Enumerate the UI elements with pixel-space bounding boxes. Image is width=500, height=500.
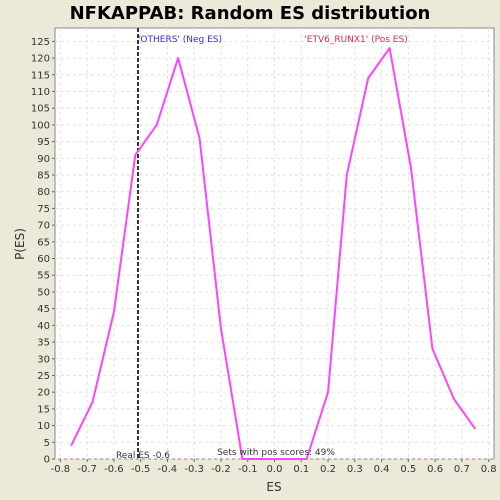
y-tick-label: 105 xyxy=(31,104,50,115)
series-lines xyxy=(70,28,477,460)
x-tick-label: -0.5 xyxy=(131,464,151,475)
y-tick-label: 20 xyxy=(37,388,50,399)
y-tick-label: 110 xyxy=(31,87,50,98)
x-tick-label: 0.8 xyxy=(481,464,497,475)
y-tick-label: 90 xyxy=(37,154,50,165)
y-tick-label: 70 xyxy=(37,221,50,232)
pos-es-label: 'ETV6_RUNX1' (Pos ES) xyxy=(304,35,407,45)
x-tick-label: 0.7 xyxy=(454,464,470,475)
x-tick-label: -0.7 xyxy=(77,464,97,475)
y-tick-label: 50 xyxy=(37,287,50,298)
y-tick-label: 80 xyxy=(37,187,50,198)
y-tick-label: 125 xyxy=(31,37,50,48)
x-tick-label: 0.0 xyxy=(267,464,283,475)
y-tick-label: 85 xyxy=(37,171,50,182)
neg-es-label: 'OTHERS' (Neg ES) xyxy=(138,35,222,45)
y-tick-label: 120 xyxy=(31,54,50,65)
x-tick-label: 0.3 xyxy=(347,464,363,475)
y-tick-label: 5 xyxy=(44,438,50,449)
y-tick-label: 10 xyxy=(37,421,50,432)
y-tick-label: 25 xyxy=(37,371,50,382)
y-tick-label: 30 xyxy=(37,354,50,365)
y-tick-label: 75 xyxy=(37,204,50,215)
sets-pos-label: Sets with pos scores: 49% xyxy=(217,448,335,458)
y-tick-label: 40 xyxy=(37,321,50,332)
y-tick-label: 60 xyxy=(37,254,50,265)
y-tick-label: 115 xyxy=(31,70,50,81)
y-tick-label: 55 xyxy=(37,271,50,282)
y-tick-label: 0 xyxy=(44,455,50,466)
axes: 0 5 10 15 20 25 30 35 40 45 50 55 60 65 70 75 80 85 90 95 10… xyxy=(31,37,497,475)
x-tick-label: 0.6 xyxy=(427,464,443,475)
annotations: 'OTHERS' (Neg ES) 'ETV6_RUNX1' (Pos ES) Re… xyxy=(116,35,408,461)
x-tick-label: 0.4 xyxy=(374,464,390,475)
y-tick-label: 100 xyxy=(31,120,50,131)
x-axis-label: ES xyxy=(266,480,281,494)
x-tick-label: -0.2 xyxy=(211,464,231,475)
x-tick-label: -0.3 xyxy=(184,464,204,475)
y-tick-label: 65 xyxy=(37,237,50,248)
y-tick-label: 15 xyxy=(37,404,50,415)
chart-title: NFKAPPAB: Random ES distribution xyxy=(70,3,431,24)
y-tick-label: 35 xyxy=(37,338,50,349)
y-axis-label: P(ES) xyxy=(13,228,27,260)
x-tick-label: -0.1 xyxy=(238,464,258,475)
x-tick-label: 0.1 xyxy=(293,464,309,475)
x-tick-label: 0.2 xyxy=(320,464,336,475)
x-tick-label: 0.5 xyxy=(400,464,416,475)
x-tick-label: -0.4 xyxy=(158,464,178,475)
x-tick-label: -0.8 xyxy=(51,464,71,475)
x-tick-label: -0.6 xyxy=(104,464,124,475)
es-distribution-line xyxy=(70,47,477,460)
real-es-label: Real ES -0.6 xyxy=(116,451,170,461)
y-tick-label: 45 xyxy=(37,304,50,315)
y-tick-label: 95 xyxy=(37,137,50,148)
